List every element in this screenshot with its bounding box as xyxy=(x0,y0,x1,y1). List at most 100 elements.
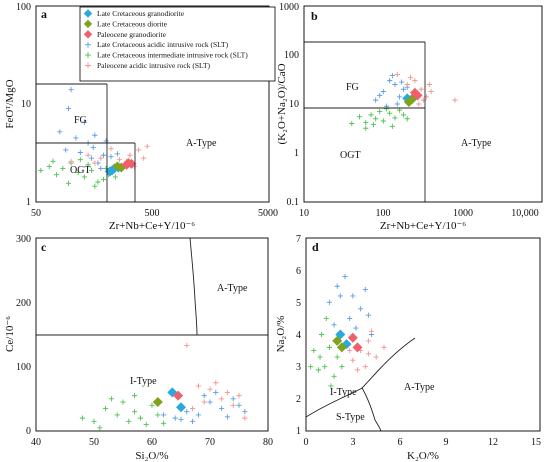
panel-d-label: d xyxy=(312,240,319,254)
panel-a-point-late-cretaceous-intermediate-intrusive-rock-slt-2 xyxy=(53,172,60,178)
panel-d-point-late-cretaceous-intermediate-intrusive-rock-slt-10 xyxy=(339,364,345,370)
panel-c-x-tick-40: 40 xyxy=(31,437,41,448)
panel-a-point-late-cretaceous-intermediate-intrusive-rock-slt-13 xyxy=(77,157,83,163)
panel-d-point-late-cretaceous-acidic-intrusive-rock-slt-0 xyxy=(326,299,332,305)
panel-a-point-late-cretaceous-acidic-intrusive-rock-slt-13 xyxy=(88,155,95,161)
panel-a-point-paleocene-acidic-intrusive-rock-slt-6 xyxy=(141,155,147,161)
panel-d-point-paleocene-acidic-intrusive-rock-slt-4 xyxy=(362,364,368,370)
panel-b-point-late-cretaceous-intermediate-intrusive-rock-slt-2 xyxy=(363,119,369,126)
panel-b-point-paleocene-granodiorite-1 xyxy=(412,90,423,101)
panel-c-boundary-curve xyxy=(189,237,198,336)
panel-c-y-tick-0: 0 xyxy=(26,426,31,437)
panel-a-marks xyxy=(38,87,150,189)
panel-c-point-paleocene-acidic-intrusive-rock-slt-4 xyxy=(230,402,236,408)
panel-c-x-tick-50: 50 xyxy=(89,437,99,448)
panel-c-point-paleocene-acidic-intrusive-rock-slt-9 xyxy=(190,405,196,412)
panel-a-point-late-cretaceous-intermediate-intrusive-rock-slt-1 xyxy=(46,163,52,170)
panel-a-point-late-cretaceous-intermediate-intrusive-rock-slt-0 xyxy=(38,167,44,174)
panel-b-point-paleocene-acidic-intrusive-rock-slt-9 xyxy=(394,71,400,78)
panel-d-field-s-type: S-Type xyxy=(336,412,365,423)
panel-a-point-late-cretaceous-acidic-intrusive-rock-slt-6 xyxy=(90,144,96,151)
panel-b-label: b xyxy=(311,9,318,23)
panel-a-point-paleocene-acidic-intrusive-rock-slt-0 xyxy=(68,158,74,164)
panel-c-point-late-cretaceous-acidic-intrusive-rock-slt-1 xyxy=(184,409,190,415)
panel-d-point-late-cretaceous-intermediate-intrusive-rock-slt-2 xyxy=(322,364,328,370)
panel-c-point-late-cretaceous-intermediate-intrusive-rock-slt-12 xyxy=(161,420,167,426)
legend-label-late-cretaceous-diorite: Late Cretaceous diorite xyxy=(97,19,168,28)
panel-b-point-late-cretaceous-acidic-intrusive-rock-slt-2 xyxy=(387,78,393,84)
panel-d-point-late-cretaceous-acidic-intrusive-rock-slt-4 xyxy=(358,306,364,312)
panel-d-point-paleocene-granodiorite-1 xyxy=(352,342,363,353)
panel-d-point-late-cretaceous-acidic-intrusive-rock-slt-8 xyxy=(365,312,371,318)
panel-b-point-late-cretaceous-acidic-intrusive-rock-slt-7 xyxy=(377,92,383,98)
panel-c-point-late-cretaceous-acidic-intrusive-rock-slt-2 xyxy=(195,412,201,418)
panel-c-point-paleocene-acidic-intrusive-rock-slt-8 xyxy=(236,393,242,399)
panel-c-point-paleocene-acidic-intrusive-rock-slt-7 xyxy=(201,399,207,405)
panel-c-point-late-cretaceous-intermediate-intrusive-rock-slt-5 xyxy=(132,409,138,415)
panel-a-frame xyxy=(35,5,270,203)
panel-b-field-ogt: OGT xyxy=(340,150,361,161)
panel-b-x-tick-100: 100 xyxy=(376,208,391,219)
panel-c-point-paleocene-acidic-intrusive-rock-slt-5 xyxy=(213,380,219,386)
panel-d-point-paleocene-acidic-intrusive-rock-slt-0 xyxy=(350,357,356,363)
panel-a-point-late-cretaceous-acidic-intrusive-rock-slt-12 xyxy=(81,119,87,125)
panel-b-y-tick-1000: 1000 xyxy=(279,2,299,13)
panel-a-point-paleocene-acidic-intrusive-rock-slt-5 xyxy=(136,147,142,153)
panel-c-y-tick-100: 100 xyxy=(16,362,31,373)
panel-b-y-tick-0-1: 0.1 xyxy=(287,197,300,208)
panel-c-point-late-cretaceous-acidic-intrusive-rock-slt-6 xyxy=(224,414,230,420)
panel-b-point-late-cretaceous-acidic-intrusive-rock-slt-8 xyxy=(394,101,400,107)
panel-d-x-tick-3: 3 xyxy=(351,437,356,448)
panel-c-point-late-cretaceous-intermediate-intrusive-rock-slt-6 xyxy=(137,415,143,421)
panel-c-point-late-cretaceous-acidic-intrusive-rock-slt-13 xyxy=(178,416,184,423)
panel-b-point-late-cretaceous-acidic-intrusive-rock-slt-10 xyxy=(389,72,395,79)
panel-a-point-paleocene-acidic-intrusive-rock-slt-8 xyxy=(108,146,114,152)
legend-marker-late-cretaceous-acidic-intrusive-rock-slt xyxy=(85,41,91,48)
panel-a-point-paleocene-acidic-intrusive-rock-slt-7 xyxy=(144,143,150,149)
panel-a-field-fg: FG xyxy=(74,115,87,126)
panel-b: b FG OGT A-Type 10 100 1000 10,000 0.1 1… xyxy=(276,2,543,232)
legend-label-paleocene-granodiorite: Paleocene granodiorite xyxy=(97,30,167,39)
panel-b-point-late-cretaceous-intermediate-intrusive-rock-slt-14 xyxy=(404,116,410,122)
panel-b-point-late-cretaceous-acidic-intrusive-rock-slt-4 xyxy=(396,94,403,100)
panel-c-point-late-cretaceous-acidic-intrusive-rock-slt-7 xyxy=(236,402,242,408)
panel-c-field-a-type: A-Type xyxy=(217,283,248,294)
legend-label-paleocene-acidic-intrusive-rock-slt: Paleocene acidic intrusive rock (SLT) xyxy=(97,61,211,70)
panel-a-x-tick-5000: 5000 xyxy=(258,208,278,219)
panel-a-point-late-cretaceous-acidic-intrusive-rock-slt-4 xyxy=(77,149,83,156)
panel-d-point-paleocene-granodiorite-0 xyxy=(347,332,358,343)
panel-b-point-late-cretaceous-intermediate-intrusive-rock-slt-11 xyxy=(363,125,369,131)
panel-c-field-i-type: I-Type xyxy=(130,376,157,387)
panel-b-field-fg: FG xyxy=(346,82,359,93)
panel-b-point-late-cretaceous-intermediate-intrusive-rock-slt-13 xyxy=(384,106,390,112)
legend-marker-late-cretaceous-intermediate-intrusive-rock-slt xyxy=(85,52,91,59)
panel-a-x-axis-label: Zr+Nb+Ce+Y/10⁻⁶ xyxy=(109,220,195,232)
panel-c: c A-Type I-Type 40 50 60 70 80 0 100 200… xyxy=(4,234,273,462)
panel-d-y-tick-6: 6 xyxy=(296,266,301,277)
panel-a-field-ogt: OGT xyxy=(70,165,91,176)
panel-a-point-late-cretaceous-acidic-intrusive-rock-slt-1 xyxy=(65,105,72,112)
panel-c-point-paleocene-acidic-intrusive-rock-slt-3 xyxy=(219,396,225,402)
panel-d-y-axis-label: Na₂O/% xyxy=(275,316,287,353)
legend-marker-paleocene-granodiorite xyxy=(83,30,93,39)
panel-a-x-tick-500: 500 xyxy=(145,208,160,219)
panel-d-y-tick-2: 2 xyxy=(296,394,301,405)
panel-a-point-late-cretaceous-acidic-intrusive-rock-slt-11 xyxy=(114,151,121,157)
panel-d-field-i-type: I-Type xyxy=(330,387,357,398)
panel-b-point-paleocene-acidic-intrusive-rock-slt-4 xyxy=(428,88,434,95)
panel-c-point-late-cretaceous-intermediate-intrusive-rock-slt-0 xyxy=(79,415,85,421)
panel-a-point-late-cretaceous-intermediate-intrusive-rock-slt-9 xyxy=(100,176,107,183)
panel-c-x-tick-60: 60 xyxy=(147,437,157,448)
panel-c-point-late-cretaceous-intermediate-intrusive-rock-slt-3 xyxy=(114,412,120,418)
panel-d-point-late-cretaceous-acidic-intrusive-rock-slt-7 xyxy=(353,325,359,331)
panel-c-point-late-cretaceous-intermediate-intrusive-rock-slt-9 xyxy=(126,418,132,424)
panel-c-point-late-cretaceous-intermediate-intrusive-rock-slt-1 xyxy=(91,418,97,424)
panel-c-marks xyxy=(79,342,248,431)
panel-d-x-axis-label: K₂O/% xyxy=(407,450,439,462)
panel-d-point-late-cretaceous-intermediate-intrusive-rock-slt-7 xyxy=(323,315,329,322)
panel-d-field-a-type: A-Type xyxy=(404,382,435,393)
panel-d-boundary-i-a xyxy=(305,337,416,418)
panel-c-frame xyxy=(35,237,269,432)
